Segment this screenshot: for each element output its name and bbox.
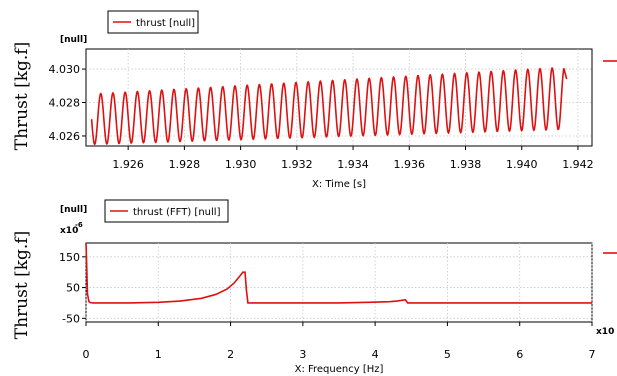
x-tick-label: 1.934 (337, 158, 369, 171)
x-tick-label: 1.930 (225, 158, 257, 171)
time-y-axis-label: Thrust [kg.f] (12, 42, 32, 150)
x-tick-label: 6 (516, 348, 523, 361)
y-tick-label: 4.028 (49, 97, 81, 110)
time-y-unit: [null] (60, 35, 87, 45)
fft-legend: thrust (FFT) [null] (104, 199, 229, 223)
fft-y-axis-label: Thrust [kg.f] (12, 231, 32, 339)
x-tick-label: 2 (227, 348, 234, 361)
y-tick-label: 50 (66, 282, 80, 295)
y-tick-label: 4.026 (49, 130, 81, 143)
time-plot-area (85, 48, 593, 147)
time-chart: 1.926 1.928 1.930 1.932 1.934 1.936 1.938 1.940… (12, 10, 617, 190)
x-tick-label: 1.936 (394, 158, 426, 171)
fft-legend-entry: thrust (FFT) [null] (133, 207, 221, 218)
time-legend-box (107, 10, 199, 34)
fft-x-axis-label: X: Frequency [Hz] (295, 364, 384, 375)
x-tick-label: 1.942 (562, 158, 594, 171)
time-x-axis-label: X: Time [s] (312, 179, 366, 190)
fft-y-multiplier: x10 (60, 226, 78, 236)
y-tick-label: 4.030 (49, 63, 81, 76)
x-tick-label: 1.926 (112, 158, 144, 171)
x-tick-label: 1 (155, 348, 162, 361)
series-line-thrust (90, 67, 568, 146)
x-tick-label: 0 (83, 348, 90, 361)
x-tick-label: 5 (444, 348, 451, 361)
fft-y-ticks: -50 50 150 (59, 251, 86, 325)
x-tick-label: 1.932 (281, 158, 313, 171)
fft-y-unit: [null] (60, 205, 87, 215)
fft-x-multiplier: x10 (596, 327, 614, 337)
x-tick-label: 3 (299, 348, 306, 361)
x-tick-label: 4 (372, 348, 379, 361)
x-tick-label: 1.940 (506, 158, 538, 171)
series-line-thrust-fft (85, 242, 592, 304)
fft-y-exponent: -6 (75, 221, 83, 229)
x-tick-label: 1.938 (450, 158, 482, 171)
fft-grid (85, 243, 593, 322)
fft-plot-area (85, 242, 593, 323)
time-legend-entry: thrust [null] (136, 18, 195, 29)
fft-chart: 0 1 2 3 4 5 6 7 -50 50 150 [null] x10 -6 x10 X: F… (12, 199, 617, 375)
time-legend: thrust [null] (107, 10, 199, 34)
fft-x-ticks: 0 1 2 3 4 5 6 7 (83, 322, 596, 361)
y-tick-label: 150 (59, 251, 80, 264)
fft-legend-box (104, 199, 229, 223)
x-tick-label: 1.928 (169, 158, 201, 171)
time-y-ticks: 4.026 4.028 4.030 (49, 63, 86, 143)
time-x-ticks: 1.926 1.928 1.930 1.932 1.934 1.936 1.938 1.940… (112, 146, 594, 171)
y-tick-label: -50 (62, 312, 80, 325)
x-tick-label: 7 (589, 348, 596, 361)
